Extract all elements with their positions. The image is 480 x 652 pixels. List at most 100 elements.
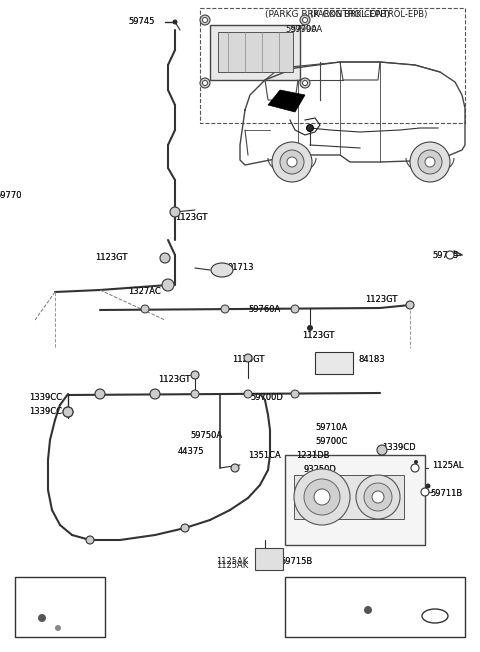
Circle shape bbox=[181, 524, 189, 532]
Text: 59760A: 59760A bbox=[248, 306, 280, 314]
Bar bbox=[294, 475, 404, 519]
Text: 1125AL: 1125AL bbox=[432, 462, 463, 471]
Circle shape bbox=[141, 305, 149, 313]
Text: 59750A: 59750A bbox=[190, 430, 222, 439]
Circle shape bbox=[191, 371, 199, 379]
Circle shape bbox=[300, 15, 310, 25]
Text: 91713: 91713 bbox=[228, 263, 254, 273]
Circle shape bbox=[302, 18, 308, 23]
Text: 44375: 44375 bbox=[178, 447, 204, 456]
Circle shape bbox=[96, 390, 104, 398]
Text: 59750A: 59750A bbox=[190, 430, 222, 439]
Text: 59711B: 59711B bbox=[430, 490, 462, 499]
Text: 59700C: 59700C bbox=[315, 437, 347, 447]
Circle shape bbox=[304, 479, 340, 515]
Circle shape bbox=[414, 460, 418, 464]
Text: 59770: 59770 bbox=[0, 190, 22, 200]
Circle shape bbox=[425, 157, 435, 167]
Text: 59715B: 59715B bbox=[280, 557, 312, 567]
Text: 1339CC: 1339CC bbox=[29, 408, 62, 417]
Circle shape bbox=[38, 614, 46, 622]
Text: 59700D: 59700D bbox=[250, 394, 283, 402]
Text: 1123GT: 1123GT bbox=[302, 331, 335, 340]
Circle shape bbox=[203, 18, 207, 23]
Circle shape bbox=[302, 80, 308, 85]
Text: 1339CD: 1339CD bbox=[382, 443, 416, 452]
Text: 93250D: 93250D bbox=[304, 464, 337, 473]
Circle shape bbox=[411, 464, 419, 472]
Circle shape bbox=[291, 390, 299, 398]
Ellipse shape bbox=[211, 263, 233, 277]
Text: 1123GT: 1123GT bbox=[302, 331, 335, 340]
Text: 1339CC: 1339CC bbox=[29, 408, 62, 417]
Circle shape bbox=[231, 464, 239, 472]
Circle shape bbox=[200, 15, 210, 25]
Text: 1123GT: 1123GT bbox=[95, 254, 127, 263]
Circle shape bbox=[63, 407, 73, 417]
Circle shape bbox=[314, 489, 330, 505]
Text: 59710A: 59710A bbox=[315, 424, 347, 432]
Text: 1123GT: 1123GT bbox=[95, 254, 127, 263]
Circle shape bbox=[364, 483, 392, 511]
Text: 59710A: 59710A bbox=[315, 424, 347, 432]
Text: 59745: 59745 bbox=[432, 250, 458, 259]
Text: 59745: 59745 bbox=[129, 18, 155, 27]
Text: 91713: 91713 bbox=[228, 263, 254, 273]
Text: 1339CD: 1339CD bbox=[382, 443, 416, 452]
Text: 59770: 59770 bbox=[0, 190, 22, 200]
Circle shape bbox=[200, 78, 210, 88]
Circle shape bbox=[425, 484, 431, 488]
Bar bbox=[15, 577, 105, 637]
Text: 59790A: 59790A bbox=[290, 25, 322, 35]
Circle shape bbox=[410, 142, 450, 182]
Text: 1327AC: 1327AC bbox=[128, 288, 161, 297]
Circle shape bbox=[86, 536, 94, 544]
Circle shape bbox=[406, 301, 414, 309]
Bar bbox=[200, 8, 465, 123]
Text: 1125AL: 1125AL bbox=[432, 462, 463, 471]
Circle shape bbox=[244, 354, 252, 362]
Text: 59700C: 59700C bbox=[315, 437, 347, 447]
Circle shape bbox=[418, 150, 442, 174]
Text: 1231DB: 1231DB bbox=[296, 451, 329, 460]
Text: 1123GT: 1123GT bbox=[175, 213, 207, 222]
Text: 59790A: 59790A bbox=[285, 25, 317, 35]
Circle shape bbox=[150, 389, 160, 399]
Circle shape bbox=[294, 469, 350, 525]
Text: 1123GT: 1123GT bbox=[158, 376, 191, 385]
Circle shape bbox=[191, 390, 199, 398]
Text: 1351CA: 1351CA bbox=[248, 451, 281, 460]
Text: 84183: 84183 bbox=[358, 355, 384, 364]
Text: 1123GT: 1123GT bbox=[232, 355, 264, 364]
Bar bbox=[315, 352, 353, 374]
Circle shape bbox=[300, 78, 310, 88]
Text: 1125AK: 1125AK bbox=[216, 557, 248, 567]
Circle shape bbox=[203, 80, 207, 85]
Bar bbox=[285, 455, 425, 545]
Circle shape bbox=[280, 150, 304, 174]
Text: 59745: 59745 bbox=[432, 250, 458, 259]
Text: 1731JF: 1731JF bbox=[300, 582, 329, 591]
Text: 93250D: 93250D bbox=[304, 464, 337, 473]
Text: 1125KB: 1125KB bbox=[359, 582, 391, 591]
Bar bbox=[210, 25, 300, 80]
Circle shape bbox=[356, 475, 400, 519]
Circle shape bbox=[287, 157, 297, 167]
Text: 93830: 93830 bbox=[308, 477, 335, 486]
Circle shape bbox=[307, 125, 313, 131]
Text: 1231DB: 1231DB bbox=[296, 451, 329, 460]
Text: 59700D: 59700D bbox=[250, 394, 283, 402]
Polygon shape bbox=[268, 90, 305, 112]
Bar bbox=[255, 548, 283, 570]
Circle shape bbox=[221, 305, 229, 313]
Bar bbox=[285, 577, 465, 637]
Text: 1339CC: 1339CC bbox=[29, 394, 62, 402]
Circle shape bbox=[244, 390, 252, 398]
Circle shape bbox=[63, 407, 73, 417]
Ellipse shape bbox=[422, 609, 448, 623]
Text: 1123GT: 1123GT bbox=[365, 295, 397, 304]
Circle shape bbox=[306, 124, 314, 132]
Circle shape bbox=[151, 390, 159, 398]
Text: 83397: 83397 bbox=[421, 582, 448, 591]
Circle shape bbox=[372, 491, 384, 503]
